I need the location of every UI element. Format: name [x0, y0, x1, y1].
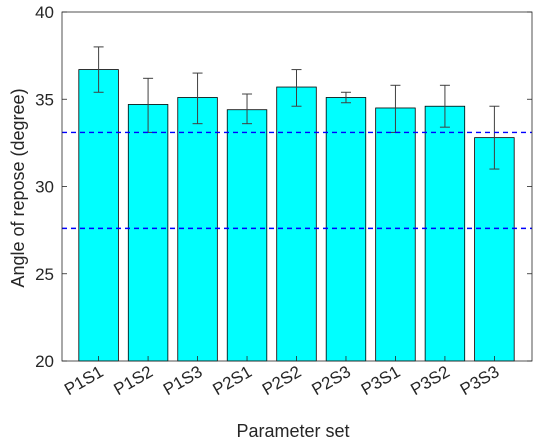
y-tick-label: 20 — [35, 352, 54, 371]
y-axis-ticks: 20 25 30 35 40 — [35, 3, 532, 371]
plot-area — [61, 11, 533, 362]
bar-p2s2 — [276, 86, 317, 362]
y-tick-label: 35 — [35, 90, 54, 109]
bar-p2s1 — [226, 109, 268, 362]
x-tick-label: P1S2 — [111, 362, 157, 399]
bar-p3s2 — [424, 105, 466, 362]
y-tick-label: 30 — [35, 178, 54, 197]
y-axis-label: Angle of repose (degree) — [8, 88, 28, 287]
error-bar-p3s3 — [489, 105, 500, 170]
error-bar-p2s2 — [291, 69, 302, 107]
bar-p3s1 — [375, 107, 416, 362]
bar-p1s2 — [127, 104, 169, 362]
x-tick-label: P3S2 — [407, 362, 453, 399]
error-bar-p2s1 — [242, 93, 253, 125]
bar-p1s3 — [177, 97, 218, 362]
x-axis-ticks: P1S1 P1S2 P1S3 P2S1 P2S2 P2S3 P3S1 P3S2 P3S3 — [61, 356, 502, 399]
x-tick-label: P3S3 — [457, 362, 503, 399]
x-tick-label: P3S1 — [358, 362, 404, 399]
y-tick-label: 25 — [35, 265, 54, 284]
bar-p3s3 — [474, 137, 515, 362]
bar-p2s3 — [325, 97, 367, 362]
error-bar-p2s3 — [340, 91, 351, 104]
error-bar-p3s2 — [439, 84, 450, 128]
x-tick-label: P2S2 — [259, 362, 305, 399]
bar-p1s1 — [78, 69, 119, 362]
x-tick-label: P2S1 — [210, 362, 256, 399]
error-bar-p1s3 — [192, 72, 203, 125]
x-axis-label: Parameter set — [236, 421, 349, 441]
x-tick-label: P1S3 — [160, 362, 206, 399]
x-tick-label: P2S3 — [308, 362, 354, 399]
error-bar-p1s1 — [93, 46, 104, 93]
y-tick-label: 40 — [35, 3, 54, 22]
x-tick-label: P1S1 — [61, 362, 107, 399]
